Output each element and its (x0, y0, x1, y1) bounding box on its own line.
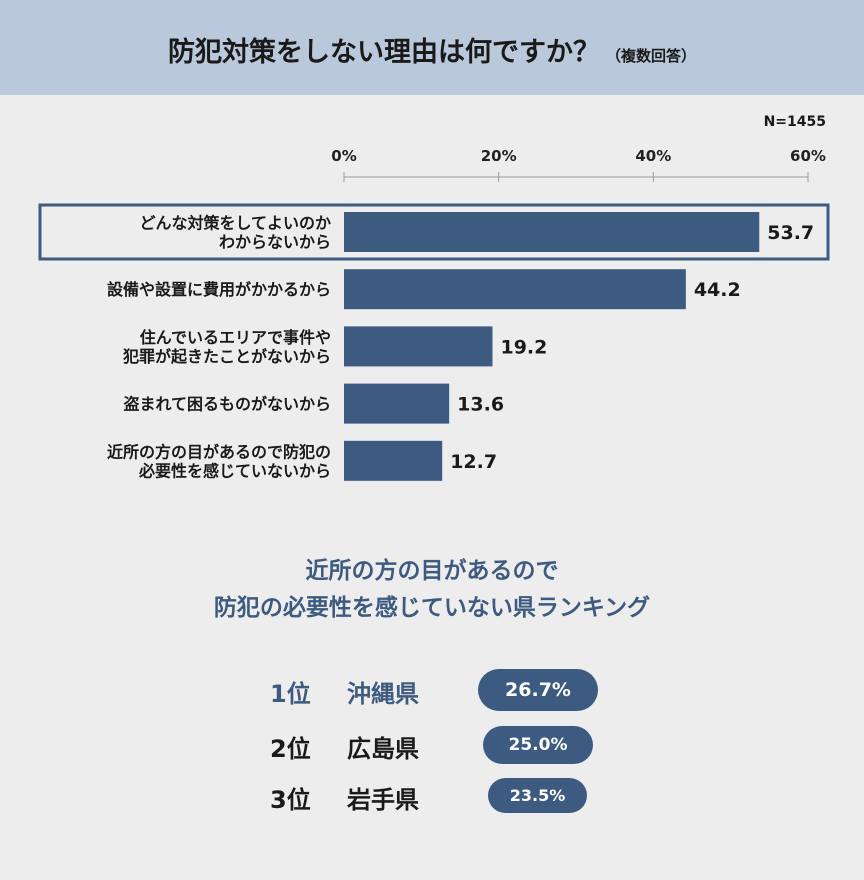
data-label: 19.2 (500, 336, 547, 358)
bar (344, 383, 450, 424)
ranking-title-line1: 近所の方の目があるので (305, 558, 559, 584)
bar (344, 440, 443, 481)
data-label: 44.2 (694, 279, 741, 301)
ranking-prefecture: 岩手県 (347, 786, 419, 814)
bar (344, 212, 760, 252)
ranking-position: 1位 (270, 680, 311, 708)
ranking-prefecture: 沖縄県 (347, 680, 419, 708)
sample-size-label: N=1455 (763, 114, 826, 130)
bar (344, 326, 493, 367)
highlight-frame (38, 203, 830, 261)
ranking-value-pill: 26.7% (478, 669, 598, 711)
ranking-prefecture: 広島県 (347, 735, 419, 763)
category-label: どんな対策をしてよいのかわからないから (139, 214, 331, 252)
ranking-value-pill: 23.5% (488, 778, 587, 813)
x-tick-label: 60% (790, 147, 826, 165)
title-subtitle: （複数回答） (605, 47, 696, 65)
category-label: 住んでいるエリアで事件や犯罪が起きたことがないから (122, 328, 331, 366)
data-label: 12.7 (450, 451, 497, 473)
bar (344, 269, 686, 310)
header-band (0, 0, 864, 95)
page-title: 防犯対策をしない理由は何ですか？ （複数回答） (0, 30, 864, 69)
ranking-row-3: 3位 岩手県 23.5% (0, 774, 864, 818)
ranking-row-1: 1位 沖縄県 26.7% (0, 668, 864, 712)
ranking-row-2: 2位 広島県 25.0% (0, 723, 864, 767)
data-label: 13.6 (457, 394, 504, 416)
ranking-value-pill: 25.0% (483, 726, 593, 764)
x-tick-label: 40% (635, 147, 671, 165)
title-text: 防犯対策をしない理由は何ですか？ (167, 37, 600, 68)
x-tick-label: 0% (331, 147, 356, 165)
ranking-position: 3位 (270, 786, 311, 814)
ranking-position: 2位 (270, 735, 311, 763)
category-label: 近所の方の目があるので防犯の必要性を感じていないから (107, 442, 331, 480)
reasons-bar-chart: 0% 20% 40% 60% 53.7 どんな対策をしてよいのかわからないから 44.2 設備… (38, 147, 830, 481)
category-label: 盗まれて困るものがないから (123, 395, 331, 414)
data-label: 53.7 (767, 222, 814, 244)
x-tick-label: 20% (481, 147, 517, 165)
ranking-title-line2: 防犯の必要性を感じていない県ランキング (213, 595, 651, 621)
category-label: 設備や設置に費用がかかるから (107, 280, 331, 299)
